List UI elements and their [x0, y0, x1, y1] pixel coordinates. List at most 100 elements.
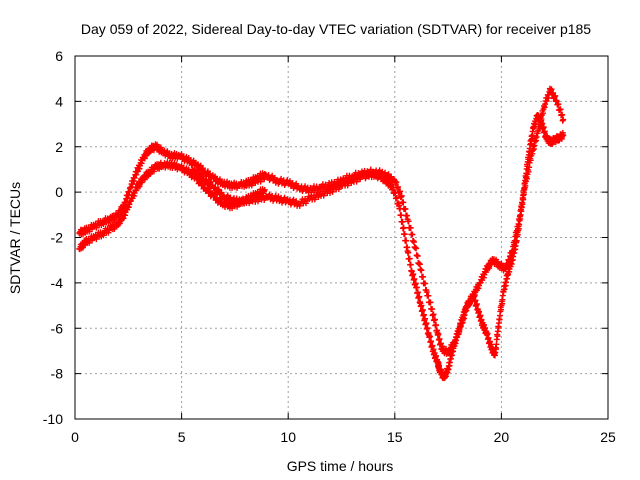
data-point: [207, 178, 214, 185]
data-point: [555, 101, 562, 108]
data-point: [560, 132, 567, 139]
data-point: [410, 271, 417, 278]
data-point: [476, 308, 483, 315]
data-point: [414, 253, 421, 260]
data-point: [197, 172, 204, 179]
data-point: [211, 185, 218, 192]
x-tick-label: 20: [494, 429, 510, 445]
data-point: [480, 321, 487, 328]
data-point: [394, 183, 401, 190]
data-point: [433, 352, 440, 359]
data-point: [400, 199, 407, 206]
data-point: [216, 176, 223, 183]
data-point: [193, 170, 200, 177]
data-point: [405, 249, 412, 256]
x-tick-label: 10: [280, 429, 296, 445]
y-tick-label: -6: [51, 320, 64, 336]
data-point: [419, 306, 426, 313]
data-point: [437, 340, 444, 347]
data-point: [261, 188, 268, 195]
data-point: [427, 299, 434, 306]
data-point: [399, 218, 406, 225]
data-point: [261, 186, 268, 193]
data-point: [405, 218, 412, 225]
data-point: [423, 320, 430, 327]
y-tick-label: -2: [51, 230, 64, 246]
data-point: [435, 331, 442, 338]
data-point: [212, 184, 219, 191]
data-point: [541, 128, 548, 135]
axis-ticks: [74, 55, 609, 420]
data-markers: [76, 85, 567, 382]
data-point: [557, 106, 564, 113]
data-point: [429, 306, 436, 313]
data-point: [398, 192, 405, 199]
data-point: [433, 321, 440, 328]
data-point: [400, 224, 407, 231]
data-point: [430, 346, 437, 353]
tick-labels: 0 5 10 15 20 25 -10 -8 -6 -4 -2 0 2 4 6: [43, 48, 616, 445]
data-point: [215, 186, 222, 193]
data-point: [194, 169, 201, 176]
data-point: [411, 275, 418, 282]
x-tick-label: 15: [387, 429, 403, 445]
data-point: [203, 176, 210, 183]
chart-title: Day 059 of 2022, Sidereal Day-to-day VTE…: [81, 21, 591, 37]
data-point: [431, 316, 438, 323]
data-point: [293, 180, 300, 187]
data-point: [422, 280, 429, 287]
x-tick-label: 0: [71, 429, 79, 445]
data-point: [202, 177, 209, 184]
data-point: [484, 330, 491, 337]
x-axis-label: GPS time / hours: [287, 458, 394, 474]
data-point: [215, 187, 222, 194]
data-point: [430, 311, 437, 318]
data-point: [436, 335, 443, 342]
data-point: [425, 292, 432, 299]
data-point: [560, 116, 567, 123]
data-point: [393, 194, 400, 201]
y-tick-label: -8: [51, 366, 64, 382]
y-tick-label: 4: [55, 93, 63, 109]
data-point: [548, 86, 555, 93]
data-point: [552, 92, 559, 99]
data-point: [401, 231, 408, 238]
data-point: [485, 334, 492, 341]
y-axis-label: SDTVAR / TECUs: [7, 182, 23, 294]
data-point: [199, 165, 206, 172]
data-point: [413, 245, 420, 252]
y-tick-label: -4: [51, 275, 64, 291]
data-point: [206, 179, 213, 186]
data-point: [478, 316, 485, 323]
data-point: [414, 289, 421, 296]
y-tick-label: -10: [43, 411, 63, 427]
data-point: [482, 324, 489, 331]
y-tick-label: 2: [55, 139, 63, 155]
y-tick-label: 0: [55, 184, 63, 200]
data-point: [191, 165, 198, 172]
data-point: [426, 333, 433, 340]
data-point: [422, 315, 429, 322]
data-point: [393, 179, 400, 186]
x-tick-label: 5: [178, 429, 186, 445]
data-point: [487, 338, 494, 345]
grid-lines: [75, 56, 608, 419]
data-point: [488, 341, 495, 348]
data-point: [428, 338, 435, 345]
data-point: [418, 267, 425, 274]
data-point: [416, 293, 423, 300]
data-point: [397, 188, 404, 195]
data-point: [437, 366, 444, 373]
data-point: [200, 173, 207, 180]
y-tick-label: 6: [55, 48, 63, 64]
data-point: [420, 311, 427, 318]
data-point: [418, 302, 425, 309]
data-point: [407, 261, 414, 268]
data-point: [477, 312, 484, 319]
data-point: [413, 284, 420, 291]
data-point: [409, 231, 416, 238]
data-point: [191, 167, 198, 174]
data-point: [403, 237, 410, 244]
